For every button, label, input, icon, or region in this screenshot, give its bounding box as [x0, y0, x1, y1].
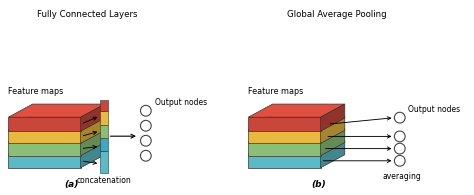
- Polygon shape: [248, 142, 320, 156]
- Polygon shape: [248, 104, 345, 117]
- Polygon shape: [9, 129, 81, 144]
- Polygon shape: [9, 117, 81, 131]
- Polygon shape: [320, 116, 345, 144]
- Circle shape: [140, 135, 151, 146]
- Text: Output nodes: Output nodes: [155, 98, 207, 107]
- Bar: [100, 112, 108, 125]
- Polygon shape: [81, 141, 105, 168]
- Polygon shape: [81, 116, 105, 144]
- Polygon shape: [248, 116, 345, 129]
- Polygon shape: [9, 141, 105, 154]
- Polygon shape: [81, 104, 105, 131]
- Circle shape: [140, 105, 151, 116]
- Polygon shape: [248, 154, 320, 168]
- Text: averaging: averaging: [383, 172, 421, 181]
- Text: Feature maps: Feature maps: [9, 87, 64, 96]
- Polygon shape: [9, 104, 105, 117]
- Bar: [100, 125, 108, 138]
- Polygon shape: [9, 116, 105, 129]
- Circle shape: [394, 112, 405, 123]
- Text: Output nodes: Output nodes: [408, 105, 460, 114]
- Polygon shape: [320, 104, 345, 131]
- Polygon shape: [81, 129, 105, 156]
- Polygon shape: [9, 154, 81, 168]
- Text: Feature maps: Feature maps: [248, 87, 303, 96]
- Polygon shape: [9, 142, 81, 156]
- Polygon shape: [320, 141, 345, 168]
- Text: concatenation: concatenation: [76, 176, 131, 185]
- Text: Fully Connected Layers: Fully Connected Layers: [37, 10, 138, 19]
- Circle shape: [140, 120, 151, 131]
- Polygon shape: [248, 141, 345, 154]
- Bar: [100, 151, 108, 173]
- Polygon shape: [248, 129, 320, 144]
- Circle shape: [394, 143, 405, 154]
- Circle shape: [394, 131, 405, 142]
- Polygon shape: [248, 117, 320, 131]
- Text: (a): (a): [64, 180, 79, 189]
- Text: Global Average Pooling: Global Average Pooling: [287, 10, 387, 19]
- Circle shape: [394, 155, 405, 166]
- Polygon shape: [248, 129, 345, 142]
- Text: (b): (b): [311, 180, 326, 189]
- Polygon shape: [320, 129, 345, 156]
- Bar: [100, 100, 108, 112]
- Bar: [100, 138, 108, 151]
- Circle shape: [140, 150, 151, 161]
- Polygon shape: [9, 129, 105, 142]
